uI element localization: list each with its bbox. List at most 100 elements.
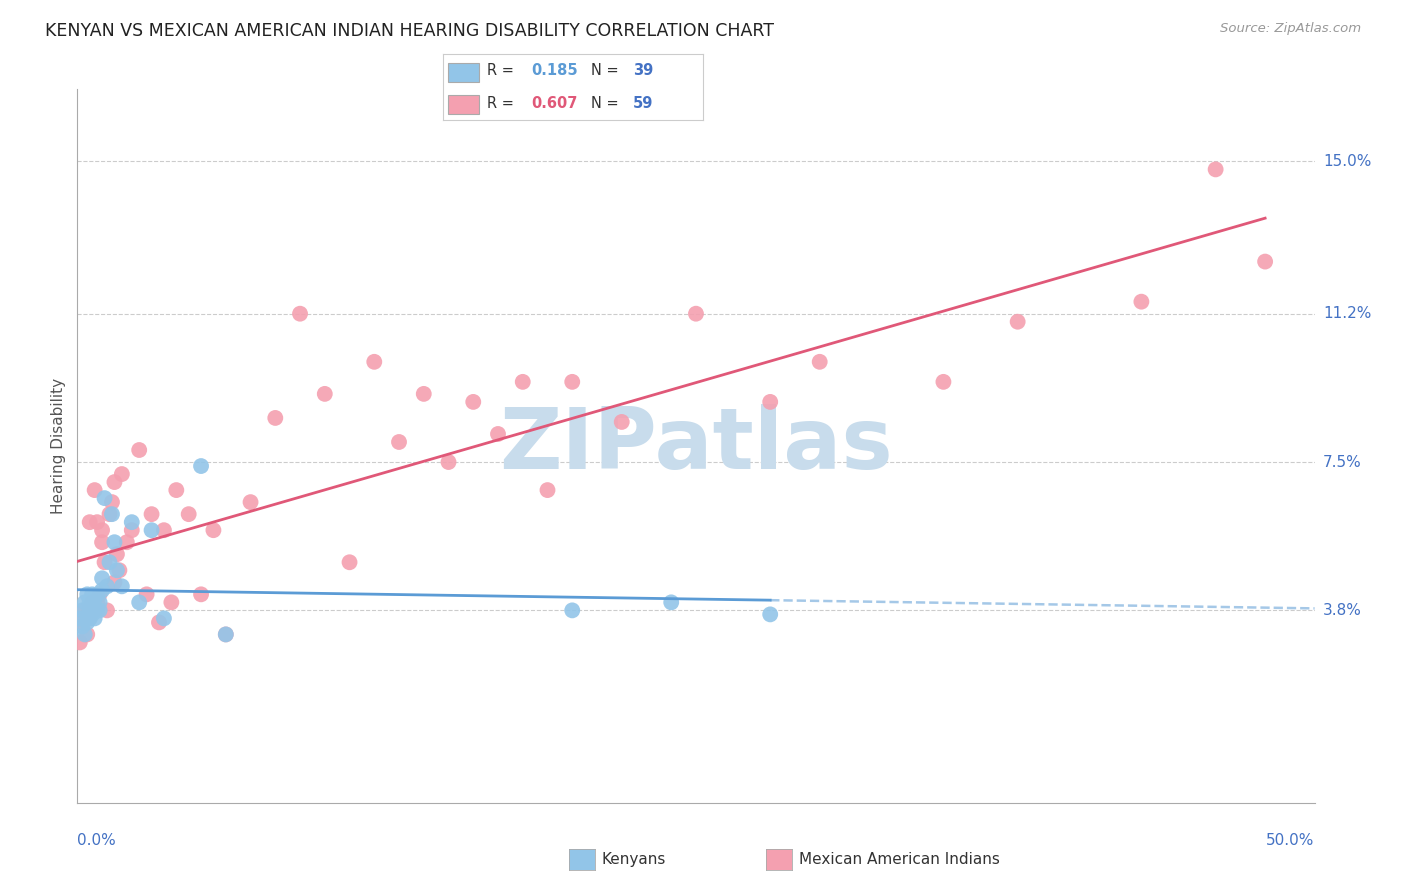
Point	[215, 627, 238, 641]
Point	[1007, 315, 1029, 329]
Point	[1254, 254, 1277, 268]
Point	[76, 627, 98, 641]
Point	[412, 387, 434, 401]
Point	[101, 495, 124, 509]
Point	[1130, 294, 1153, 309]
Text: 11.2%: 11.2%	[1323, 306, 1371, 321]
Point	[91, 523, 114, 537]
Point	[190, 458, 212, 473]
Text: KENYAN VS MEXICAN AMERICAN INDIAN HEARING DISABILITY CORRELATION CHART: KENYAN VS MEXICAN AMERICAN INDIAN HEARIN…	[45, 22, 773, 40]
Point	[79, 595, 101, 609]
Text: 0.0%: 0.0%	[77, 833, 117, 848]
Point	[83, 603, 105, 617]
Text: Source: ZipAtlas.com: Source: ZipAtlas.com	[1220, 22, 1361, 36]
Point	[83, 591, 105, 606]
Point	[1205, 162, 1227, 177]
Text: 3.8%: 3.8%	[1323, 603, 1362, 618]
Point	[177, 507, 200, 521]
Point	[69, 611, 91, 625]
Point	[135, 587, 157, 601]
Point	[96, 603, 118, 617]
Point	[73, 603, 96, 617]
Point	[128, 442, 150, 457]
Point	[72, 615, 94, 630]
Point	[86, 595, 108, 609]
Point	[103, 535, 125, 549]
Point	[83, 483, 105, 497]
Point	[141, 507, 163, 521]
Point	[91, 583, 114, 598]
Point	[79, 611, 101, 625]
Point	[101, 507, 124, 521]
Point	[79, 515, 101, 529]
Point	[76, 615, 98, 630]
Point	[759, 395, 782, 409]
Point	[89, 595, 111, 609]
Text: R =: R =	[486, 95, 519, 111]
Point	[69, 635, 91, 649]
Text: Kenyans: Kenyans	[602, 853, 666, 867]
Point	[165, 483, 187, 497]
Point	[103, 475, 125, 489]
Point	[128, 595, 150, 609]
Point	[314, 387, 336, 401]
Point	[153, 523, 176, 537]
Point	[659, 595, 682, 609]
Point	[685, 307, 707, 321]
Point	[388, 435, 411, 450]
Point	[76, 611, 98, 625]
Point	[160, 595, 183, 609]
Point	[91, 571, 114, 585]
Text: ZIPatlas: ZIPatlas	[499, 404, 893, 488]
Point	[121, 515, 143, 529]
Text: 15.0%: 15.0%	[1323, 153, 1371, 169]
Point	[73, 627, 96, 641]
Point	[89, 587, 111, 601]
Point	[486, 427, 509, 442]
Point	[437, 455, 460, 469]
Point	[363, 355, 385, 369]
Point	[72, 619, 94, 633]
Point	[561, 603, 583, 617]
Point	[82, 587, 104, 601]
Point	[98, 555, 121, 569]
Point	[115, 535, 138, 549]
Point	[105, 547, 128, 561]
Text: N =: N =	[591, 63, 623, 78]
Point	[111, 579, 134, 593]
Point	[561, 375, 583, 389]
Point	[103, 575, 125, 590]
Point	[83, 603, 105, 617]
Point	[86, 603, 108, 617]
Y-axis label: Hearing Disability: Hearing Disability	[51, 378, 66, 514]
Point	[82, 607, 104, 622]
Point	[932, 375, 955, 389]
Point	[73, 595, 96, 609]
Point	[96, 579, 118, 593]
Point	[141, 523, 163, 537]
Point	[288, 307, 311, 321]
Point	[79, 603, 101, 617]
Point	[759, 607, 782, 622]
Point	[610, 415, 633, 429]
Text: R =: R =	[486, 63, 519, 78]
Point	[82, 595, 104, 609]
Text: 39: 39	[633, 63, 652, 78]
Point	[93, 555, 115, 569]
Point	[264, 411, 287, 425]
Bar	[449, 95, 479, 114]
Point	[86, 515, 108, 529]
Point	[121, 523, 143, 537]
Point	[202, 523, 225, 537]
Point	[91, 535, 114, 549]
Point	[808, 355, 831, 369]
Text: 50.0%: 50.0%	[1267, 833, 1315, 848]
Point	[76, 587, 98, 601]
Text: 0.185: 0.185	[531, 63, 578, 78]
Point	[339, 555, 361, 569]
Point	[512, 375, 534, 389]
Point	[215, 627, 238, 641]
Text: 0.607: 0.607	[531, 95, 578, 111]
Point	[93, 491, 115, 505]
Point	[111, 467, 134, 481]
